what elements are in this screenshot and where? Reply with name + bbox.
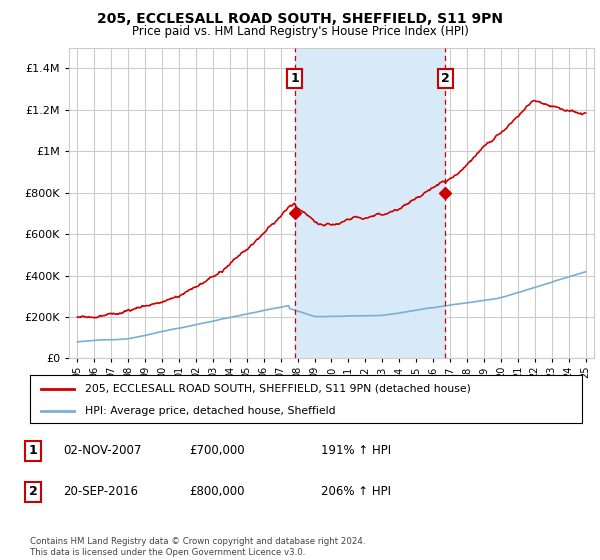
Text: HPI: Average price, detached house, Sheffield: HPI: Average price, detached house, Shef… [85,407,336,417]
Text: 2: 2 [441,72,450,85]
Text: 1: 1 [290,72,299,85]
Text: £800,000: £800,000 [189,485,245,498]
Bar [295,48,445,358]
Text: 1: 1 [29,444,37,458]
Text: 1: 1 [290,72,299,85]
Text: 206% ↑ HPI: 206% ↑ HPI [321,485,391,498]
Text: 20-SEP-2016: 20-SEP-2016 [63,485,138,498]
Text: 02-NOV-2007: 02-NOV-2007 [63,444,142,458]
Text: 2: 2 [29,485,37,498]
Text: Price paid vs. HM Land Registry's House Price Index (HPI): Price paid vs. HM Land Registry's House … [131,25,469,38]
Text: 191% ↑ HPI: 191% ↑ HPI [321,444,391,458]
Text: 205, ECCLESALL ROAD SOUTH, SHEFFIELD, S11 9PN (detached house): 205, ECCLESALL ROAD SOUTH, SHEFFIELD, S1… [85,384,471,394]
Text: 205, ECCLESALL ROAD SOUTH, SHEFFIELD, S11 9PN: 205, ECCLESALL ROAD SOUTH, SHEFFIELD, S1… [97,12,503,26]
Text: Contains HM Land Registry data © Crown copyright and database right 2024.
This d: Contains HM Land Registry data © Crown c… [30,537,365,557]
Text: £700,000: £700,000 [189,444,245,458]
